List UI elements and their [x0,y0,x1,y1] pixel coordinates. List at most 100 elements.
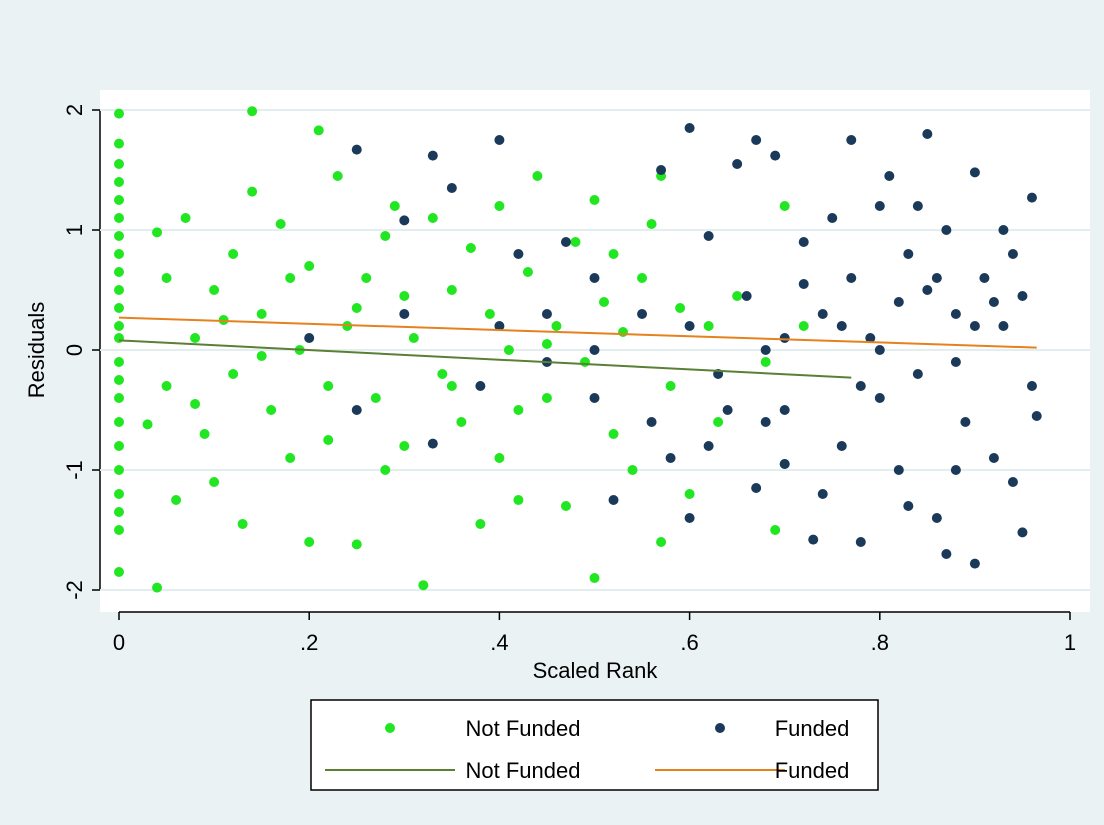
point [152,227,163,238]
point [798,279,809,289]
point [1026,192,1037,203]
point [399,291,410,301]
point [541,393,552,403]
point [675,303,686,313]
point [874,393,885,403]
point [570,237,581,247]
point [684,123,695,133]
point [114,249,124,259]
point [304,261,315,271]
point [114,159,124,169]
y-tick-label: -2 [62,580,87,600]
point [998,225,1009,235]
point [722,405,733,415]
point [608,249,619,259]
point [209,285,220,295]
point [446,381,457,391]
point [656,537,667,547]
point [228,249,239,259]
point [142,419,153,430]
point [931,273,942,283]
point [988,453,999,463]
point [304,537,315,547]
point [1007,249,1018,259]
point [751,483,762,493]
point [855,381,866,391]
point [751,135,762,145]
point [323,435,334,445]
point [646,417,657,427]
legend-label: Not Funded [466,758,581,783]
y-axis-title: Residuals [24,302,49,399]
point [114,375,124,385]
point [475,381,486,391]
point [684,513,695,523]
point [275,219,286,229]
point [494,321,505,331]
point [399,215,410,226]
point [836,321,847,331]
point [351,539,362,550]
point [884,171,895,181]
legend-label: Funded [775,758,850,783]
point [228,369,239,379]
point [922,285,933,295]
point [903,501,914,511]
point [779,459,790,469]
point [998,321,1009,331]
x-axis-title: Scaled Rank [533,658,659,683]
point [114,303,124,313]
legend-marker [385,723,395,733]
point [323,381,334,391]
point [380,231,391,241]
point [684,489,695,499]
point [1031,411,1042,421]
point [969,558,980,569]
y-tick-label: -1 [62,460,87,480]
point [351,303,362,313]
point [903,249,914,259]
point [855,537,866,547]
point [589,573,600,583]
point [313,125,324,136]
point [713,417,724,427]
point [874,201,885,211]
point [817,309,828,319]
point [770,150,781,161]
point [285,273,296,283]
point [161,381,172,391]
point [969,321,980,331]
point [114,507,124,517]
point [351,405,362,415]
point [922,129,933,139]
point [541,309,552,319]
point [114,213,124,223]
point [960,417,971,427]
point [665,381,676,391]
point [684,321,695,331]
point [579,357,590,367]
legend-label: Not Funded [466,716,581,741]
point [437,369,448,379]
legend-marker [715,723,725,733]
x-tick-label: 0 [113,630,125,655]
point [494,201,505,211]
point [760,357,771,367]
point [114,525,124,535]
point [703,441,714,451]
point [256,309,267,319]
point [494,453,505,463]
point [465,243,476,253]
y-tick-label: 2 [62,104,87,116]
point [399,441,410,451]
point [560,501,571,511]
legend-box [310,699,879,791]
point [522,267,533,277]
point [950,309,961,319]
point [114,393,124,403]
point [247,186,258,197]
point [152,582,163,593]
point [247,106,258,117]
point [627,465,638,475]
point [475,519,486,529]
